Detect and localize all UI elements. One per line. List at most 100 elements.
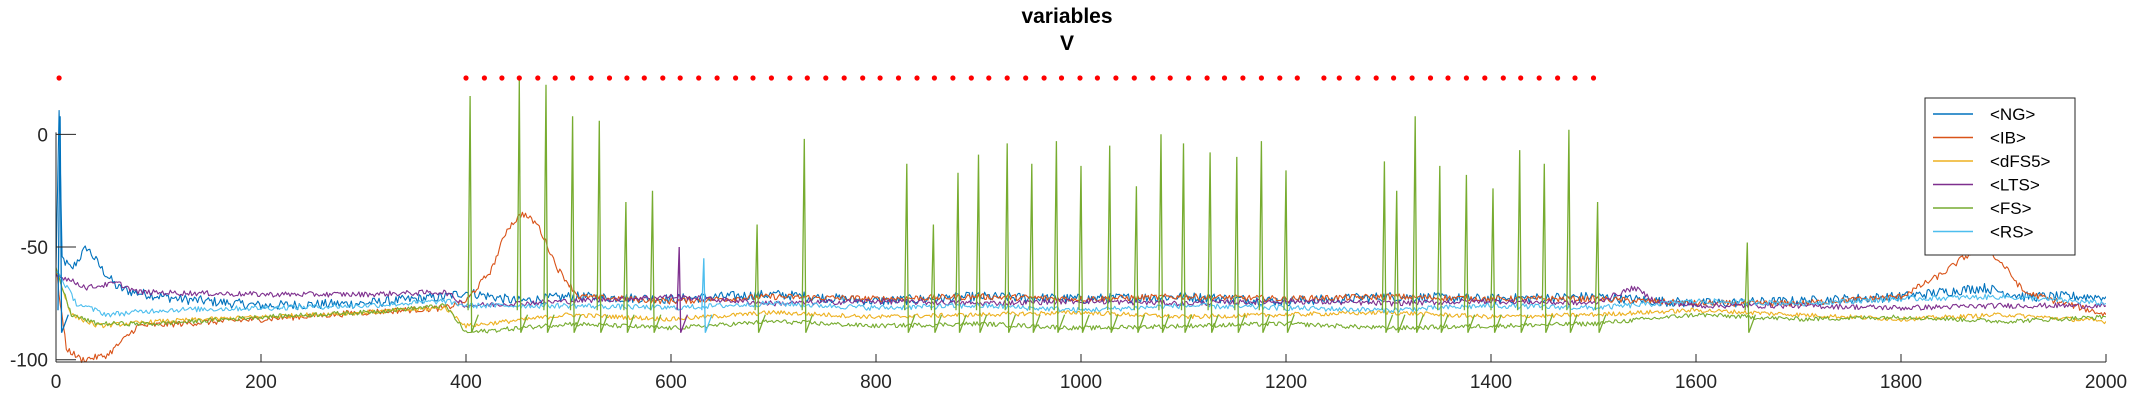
marker-dot <box>1221 75 1228 81</box>
y-tick-label: -50 <box>21 238 48 259</box>
chart-subtitle: V <box>1060 32 1074 55</box>
marker-dot <box>986 75 992 81</box>
spike-mark <box>569 116 582 333</box>
series-line-4 <box>56 267 2106 334</box>
marker-dot <box>931 75 938 81</box>
x-tick-label: 1000 <box>1060 372 1102 393</box>
legend-label: <NG> <box>1990 105 2035 124</box>
marker-dot <box>968 75 974 81</box>
marker-dot <box>1041 75 1047 81</box>
marker-dot <box>787 75 793 81</box>
marker-dot <box>641 75 647 81</box>
marker-dot <box>1590 75 1597 81</box>
marker-dot <box>1186 75 1192 81</box>
x-tick-label: 1600 <box>1675 372 1717 393</box>
marker-dot <box>1500 75 1506 81</box>
spike-mark <box>1437 165 1449 333</box>
marker-dot <box>768 75 775 81</box>
spike-mark <box>649 190 662 333</box>
marker-dot <box>860 75 866 81</box>
spike-mark <box>623 201 635 333</box>
spike-mark <box>516 80 529 333</box>
legend-label: <IB> <box>1990 129 2026 148</box>
spike-mark <box>701 258 713 333</box>
legend: <NG> <IB> <dFS5> <LTS> <FS> <RS> <box>1924 97 2076 256</box>
spike-mark <box>1594 201 1607 333</box>
marker-dot <box>823 75 829 81</box>
marker-dot <box>750 75 756 81</box>
x-tick-label: 1200 <box>1265 372 1307 393</box>
plot-lines <box>56 75 2106 364</box>
legend-label: <dFS5> <box>1990 152 2051 171</box>
marker-dot <box>606 75 613 81</box>
spike-mark <box>1133 186 1146 333</box>
spike-mark <box>1078 165 1090 333</box>
spike-mark <box>676 246 689 333</box>
marker-dot <box>696 75 702 81</box>
marker-dot <box>1445 75 1451 81</box>
y-tick-label: 0 <box>37 125 48 146</box>
marker-dot <box>714 75 720 81</box>
spike-mark <box>1463 174 1476 333</box>
x-tick-label: 1800 <box>1880 372 1922 393</box>
marker-dot <box>1518 75 1524 81</box>
marker-dot <box>804 75 810 81</box>
spike-mark <box>1207 152 1219 333</box>
marker-dot <box>1131 75 1137 81</box>
spike-mark <box>904 163 916 333</box>
marker-dot <box>895 75 902 81</box>
spike-mark <box>801 138 814 333</box>
spike-mark <box>1234 156 1246 333</box>
spike-mark <box>1283 170 1295 333</box>
marker-dot <box>1409 75 1415 81</box>
marker-dot <box>588 75 594 81</box>
spike-mark <box>1258 141 1271 333</box>
spike-mark <box>1412 116 1425 333</box>
marker-dot <box>1427 75 1434 81</box>
spike-mark <box>57 116 69 333</box>
marker-dot <box>1077 75 1083 81</box>
spike-mark <box>975 154 988 333</box>
spike-mark <box>1180 143 1193 333</box>
marker-dot <box>499 75 505 81</box>
marker-dot <box>463 75 469 81</box>
legend-label: <LTS> <box>1990 176 2040 195</box>
marker-dot <box>1321 75 1327 81</box>
marker-dot <box>1204 75 1210 81</box>
legend-box <box>1924 97 2076 256</box>
marker-dot <box>1355 75 1361 81</box>
x-tick-label: 1400 <box>1470 372 1512 393</box>
marker-dot <box>1391 75 1397 81</box>
marker-dot <box>1240 75 1246 81</box>
marker-dot <box>1150 75 1156 81</box>
marker-dot <box>552 75 558 81</box>
marker-dot <box>1536 75 1542 81</box>
spike-mark <box>1053 141 1066 333</box>
spike-mark <box>930 224 943 333</box>
marker-dot <box>516 75 522 81</box>
marker-dot <box>1167 75 1173 81</box>
x-tick-label: 0 <box>51 372 62 393</box>
legend-label: <RS> <box>1990 223 2034 242</box>
marker-dot <box>677 75 683 81</box>
marker-dot <box>733 75 739 81</box>
spike-mark <box>1744 242 1757 333</box>
x-tick-label: 2000 <box>2085 372 2127 393</box>
marker-dot <box>1113 75 1119 81</box>
marker-dot <box>481 75 487 81</box>
marker-dot <box>1572 75 1578 81</box>
spike-mark <box>1158 134 1170 333</box>
marker-dot <box>1294 75 1300 81</box>
spike-mark <box>1541 163 1554 333</box>
axes: 0 200 400 600 800 1000 1200 1400 1600 1800 2000 -10… <box>10 125 2127 393</box>
marker-dot <box>1336 75 1342 81</box>
spike-mark <box>1029 163 1041 333</box>
marker-dot <box>570 75 576 81</box>
spike-mark <box>754 224 766 333</box>
marker-dot <box>1258 75 1264 81</box>
spike-mark <box>1107 145 1119 333</box>
marker-dot <box>1277 75 1283 81</box>
spike-mark <box>1516 150 1529 333</box>
marker-dot <box>877 75 883 81</box>
marker-dot <box>624 75 630 81</box>
